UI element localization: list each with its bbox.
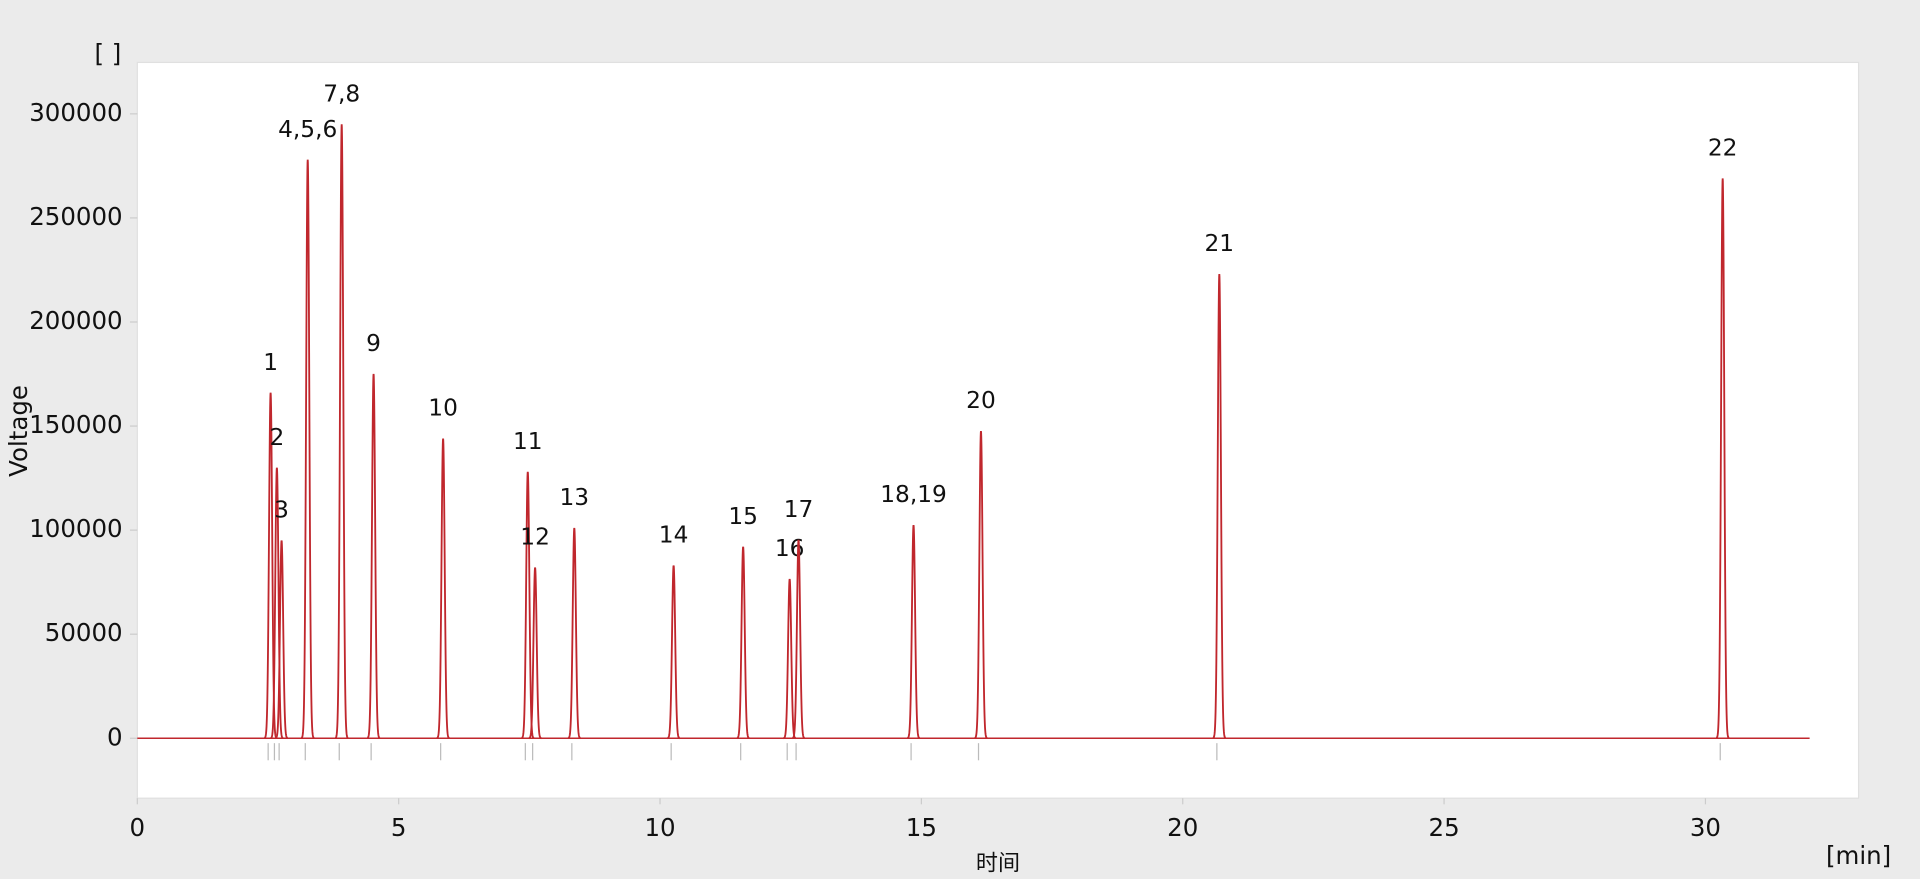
x-tick-label: 10 — [644, 813, 675, 842]
peak — [528, 567, 542, 740]
peak — [667, 565, 681, 740]
peak-label: 21 — [1205, 230, 1235, 257]
peak-label: 3 — [274, 497, 289, 524]
peak — [792, 539, 805, 740]
y-tick-label: 50000 — [45, 618, 123, 647]
peak — [334, 124, 349, 739]
y-tick-label: 100000 — [29, 514, 122, 543]
peak — [907, 524, 921, 740]
y-tick-label: 300000 — [29, 98, 122, 127]
peak-label: 9 — [366, 330, 381, 357]
peak-label: 7,8 — [323, 80, 360, 107]
x-tick-label: 0 — [130, 813, 146, 842]
peak — [1212, 274, 1226, 739]
peak-label: 2 — [269, 424, 284, 451]
x-tick-label: 30 — [1690, 813, 1721, 842]
peak-label: 10 — [428, 395, 458, 422]
y-unit-label: [ ] — [94, 39, 121, 68]
y-axis-label: Voltage — [4, 385, 33, 477]
peak — [567, 527, 581, 740]
peak-label: 4,5,6 — [278, 116, 337, 143]
peak — [736, 546, 750, 740]
peak-label: 1 — [263, 349, 278, 376]
peak-label: 20 — [966, 387, 996, 414]
peak-label: 15 — [728, 503, 758, 530]
peak-label: 18,19 — [880, 481, 947, 508]
x-tick-label: 25 — [1429, 813, 1460, 842]
peak — [270, 467, 284, 740]
peak — [974, 430, 988, 740]
peak — [275, 540, 288, 740]
peak-label: 14 — [659, 522, 689, 549]
x-unit-label: [min] — [1826, 841, 1891, 870]
x-tick-label: 5 — [391, 813, 407, 842]
x-tick-label: 20 — [1167, 813, 1198, 842]
peak-label: 13 — [560, 484, 590, 511]
y-tick-label: 150000 — [29, 410, 122, 439]
x-axis-label: 时间 — [976, 851, 1020, 876]
y-tick-label: 200000 — [29, 306, 122, 335]
peak — [436, 438, 450, 740]
peak — [1715, 178, 1730, 739]
peak-label: 11 — [513, 428, 543, 455]
y-tick-label: 250000 — [29, 202, 122, 231]
peak-label: 22 — [1708, 134, 1738, 161]
peak — [264, 392, 278, 740]
peak — [300, 159, 315, 739]
peak — [366, 373, 381, 739]
plot-area — [136, 61, 1860, 799]
y-tick-label: 0 — [107, 722, 123, 751]
peak-label: 17 — [784, 496, 814, 523]
peak-label: 12 — [520, 524, 550, 551]
x-tick-label: 15 — [906, 813, 937, 842]
